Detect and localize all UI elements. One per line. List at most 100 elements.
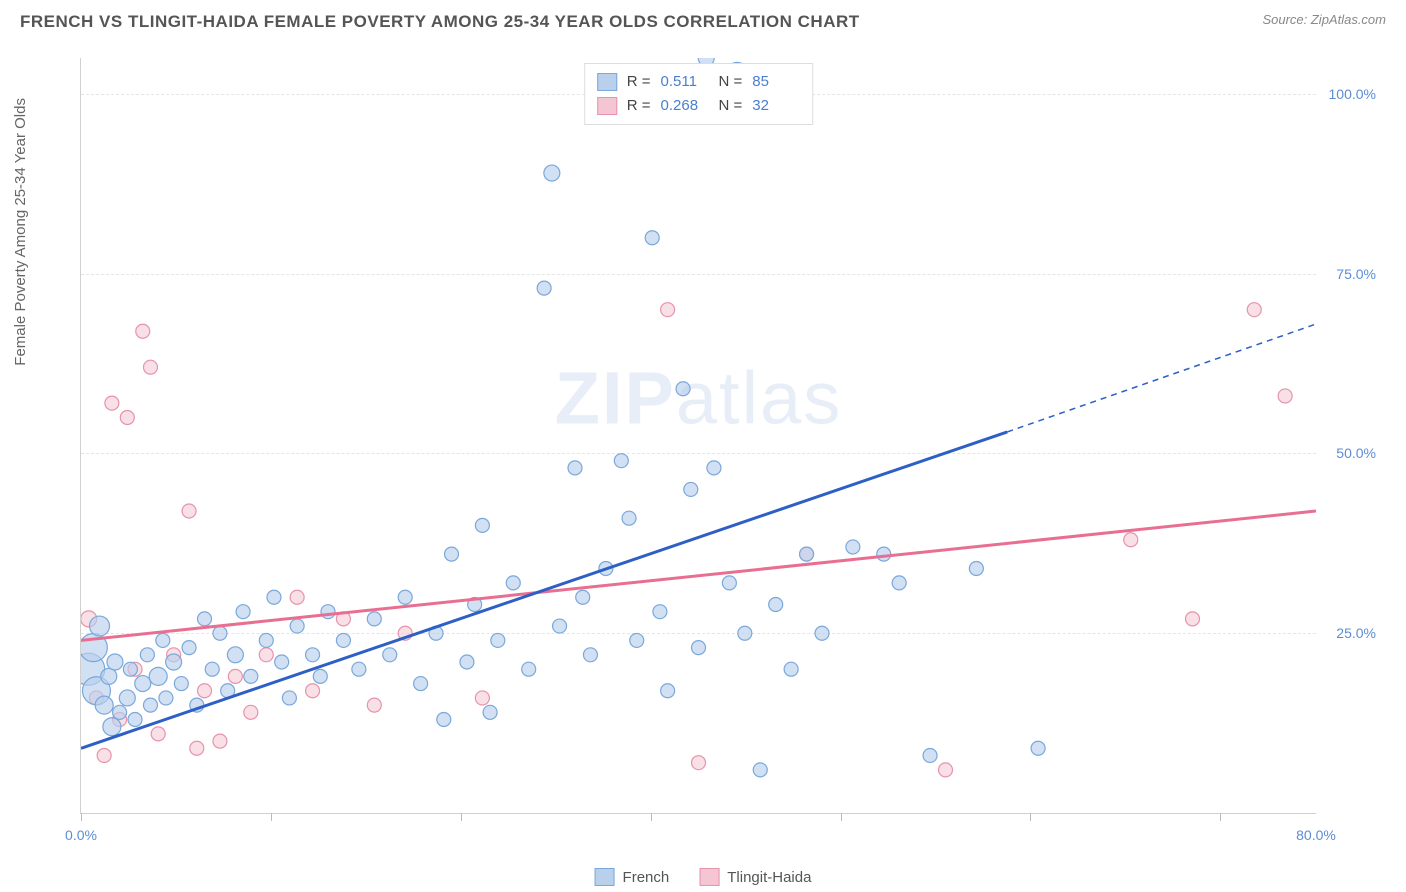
r-value-french: 0.511 bbox=[661, 70, 709, 94]
data-point-tlingit-haida bbox=[290, 590, 304, 604]
data-point-french bbox=[630, 633, 644, 647]
data-point-french bbox=[244, 669, 258, 683]
source-prefix: Source: bbox=[1262, 12, 1310, 27]
data-point-french bbox=[174, 677, 188, 691]
data-point-tlingit-haida bbox=[136, 324, 150, 338]
x-tick-label: 80.0% bbox=[1296, 827, 1336, 843]
data-point-french bbox=[722, 576, 736, 590]
data-point-french bbox=[784, 662, 798, 676]
data-point-french bbox=[398, 590, 412, 604]
data-point-french bbox=[352, 662, 366, 676]
legend-series: French Tlingit-Haida bbox=[595, 868, 812, 886]
data-point-french bbox=[259, 633, 273, 647]
header: FRENCH VS TLINGIT-HAIDA FEMALE POVERTY A… bbox=[0, 0, 1406, 40]
legend-stats-row-french: R = 0.511 N = 85 bbox=[597, 70, 801, 94]
n-label: N = bbox=[719, 94, 743, 118]
data-point-french bbox=[437, 713, 451, 727]
data-point-french bbox=[198, 612, 212, 626]
data-point-french bbox=[800, 547, 814, 561]
data-point-tlingit-haida bbox=[475, 691, 489, 705]
data-point-french bbox=[267, 590, 281, 604]
data-point-french bbox=[815, 626, 829, 640]
data-point-french bbox=[107, 654, 123, 670]
legend-label-tlingit: Tlingit-Haida bbox=[727, 869, 811, 886]
y-tick-label: 25.0% bbox=[1336, 625, 1376, 641]
swatch-tlingit bbox=[597, 97, 617, 115]
x-tick bbox=[651, 813, 652, 821]
n-value-french: 85 bbox=[752, 70, 800, 94]
data-point-french bbox=[522, 662, 536, 676]
data-point-french bbox=[483, 705, 497, 719]
data-point-tlingit-haida bbox=[228, 669, 242, 683]
data-point-french bbox=[923, 748, 937, 762]
plot-area: ZIPatlas R = 0.511 N = 85 R = 0.268 N = … bbox=[80, 58, 1316, 814]
data-point-tlingit-haida bbox=[1186, 612, 1200, 626]
data-point-french bbox=[159, 691, 173, 705]
data-point-french bbox=[213, 626, 227, 640]
y-tick-label: 75.0% bbox=[1336, 266, 1376, 282]
data-point-tlingit-haida bbox=[939, 763, 953, 777]
swatch-icon bbox=[699, 868, 719, 886]
data-point-tlingit-haida bbox=[367, 698, 381, 712]
data-point-french bbox=[156, 633, 170, 647]
chart-container: ZIPatlas R = 0.511 N = 85 R = 0.268 N = … bbox=[50, 48, 1386, 844]
data-point-french bbox=[460, 655, 474, 669]
source-link[interactable]: ZipAtlas.com bbox=[1311, 12, 1386, 27]
data-point-french bbox=[475, 518, 489, 532]
data-point-french bbox=[769, 597, 783, 611]
data-point-tlingit-haida bbox=[143, 360, 157, 374]
data-point-french bbox=[661, 684, 675, 698]
data-point-french bbox=[321, 605, 335, 619]
data-point-french bbox=[653, 605, 667, 619]
data-point-french bbox=[877, 547, 891, 561]
data-point-french bbox=[166, 654, 182, 670]
data-point-french bbox=[306, 648, 320, 662]
legend-stats: R = 0.511 N = 85 R = 0.268 N = 32 bbox=[584, 63, 814, 125]
data-point-french bbox=[445, 547, 459, 561]
x-tick bbox=[271, 813, 272, 821]
data-point-french bbox=[568, 461, 582, 475]
swatch-french bbox=[597, 73, 617, 91]
data-point-french bbox=[969, 562, 983, 576]
data-point-french bbox=[128, 713, 142, 727]
data-point-french bbox=[583, 648, 597, 662]
n-label: N = bbox=[719, 70, 743, 94]
data-point-tlingit-haida bbox=[190, 741, 204, 755]
data-point-french bbox=[753, 763, 767, 777]
data-point-french bbox=[113, 705, 127, 719]
data-point-french bbox=[506, 576, 520, 590]
data-point-french bbox=[645, 231, 659, 245]
data-point-french bbox=[553, 619, 567, 633]
x-tick bbox=[81, 813, 82, 821]
x-tick-label: 0.0% bbox=[65, 827, 97, 843]
data-point-tlingit-haida bbox=[259, 648, 273, 662]
data-point-french bbox=[227, 647, 243, 663]
data-point-tlingit-haida bbox=[244, 705, 258, 719]
data-point-french bbox=[143, 698, 157, 712]
data-point-french bbox=[119, 690, 135, 706]
data-point-tlingit-haida bbox=[151, 727, 165, 741]
data-point-french bbox=[205, 662, 219, 676]
data-point-tlingit-haida bbox=[198, 684, 212, 698]
data-point-french bbox=[892, 576, 906, 590]
data-point-tlingit-haida bbox=[213, 734, 227, 748]
data-point-tlingit-haida bbox=[661, 303, 675, 317]
r-label: R = bbox=[627, 94, 651, 118]
data-point-french bbox=[846, 540, 860, 554]
data-point-french bbox=[149, 667, 167, 685]
data-point-french bbox=[275, 655, 289, 669]
data-point-french bbox=[383, 648, 397, 662]
data-point-french bbox=[622, 511, 636, 525]
data-point-french bbox=[90, 616, 110, 636]
data-point-french bbox=[182, 641, 196, 655]
data-point-french bbox=[103, 718, 121, 736]
data-point-french bbox=[692, 641, 706, 655]
data-point-french bbox=[414, 677, 428, 691]
y-tick-label: 100.0% bbox=[1329, 86, 1376, 102]
data-point-french bbox=[707, 461, 721, 475]
data-point-french bbox=[738, 626, 752, 640]
n-value-tlingit: 32 bbox=[752, 94, 800, 118]
swatch-icon bbox=[595, 868, 615, 886]
regression-line-tlingit-haida bbox=[81, 511, 1316, 640]
data-point-tlingit-haida bbox=[120, 411, 134, 425]
